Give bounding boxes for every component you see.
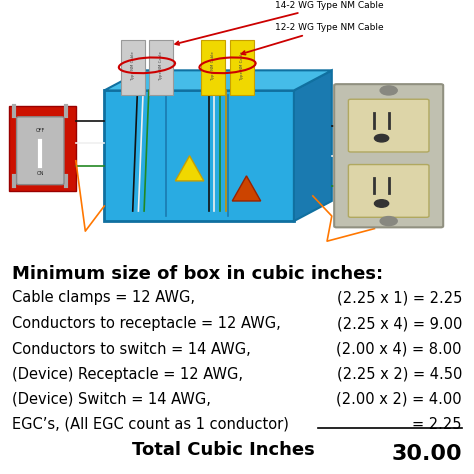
Bar — [149, 40, 173, 95]
Text: (Device) Switch = 14 AWG,: (Device) Switch = 14 AWG, — [12, 392, 211, 407]
Text: (Device) Receptacle = 12 AWG,: (Device) Receptacle = 12 AWG, — [12, 366, 243, 382]
Text: OFF: OFF — [36, 128, 45, 133]
Bar — [9, 106, 76, 191]
Text: (2.00 x 2) = 4.00: (2.00 x 2) = 4.00 — [337, 392, 462, 407]
Text: Total Cubic Inches: Total Cubic Inches — [132, 441, 315, 459]
Text: Type NM Cable: Type NM Cable — [159, 51, 163, 80]
Polygon shape — [175, 156, 204, 181]
Bar — [230, 40, 254, 95]
Text: ON: ON — [36, 171, 44, 176]
Bar — [104, 91, 294, 221]
FancyBboxPatch shape — [348, 164, 429, 217]
Text: (2.00 x 4) = 8.00: (2.00 x 4) = 8.00 — [337, 342, 462, 356]
Text: (2.25 x 4) = 9.00: (2.25 x 4) = 9.00 — [337, 317, 462, 331]
Text: 30.00: 30.00 — [392, 444, 462, 464]
Text: Conductors to switch = 14 AWG,: Conductors to switch = 14 AWG, — [12, 342, 251, 356]
Text: Minimum size of box in cubic inches:: Minimum size of box in cubic inches: — [12, 265, 383, 283]
Text: EGC’s, (All EGC count as 1 conductor): EGC’s, (All EGC count as 1 conductor) — [12, 417, 289, 432]
Text: 12-2 WG Type NM Cable: 12-2 WG Type NM Cable — [242, 23, 383, 55]
Polygon shape — [232, 176, 261, 201]
Polygon shape — [294, 70, 332, 221]
Circle shape — [374, 200, 389, 207]
Circle shape — [380, 86, 397, 95]
FancyBboxPatch shape — [348, 99, 429, 152]
Circle shape — [380, 217, 397, 226]
FancyBboxPatch shape — [334, 84, 443, 228]
Circle shape — [374, 135, 389, 142]
Text: = 2.25: = 2.25 — [412, 417, 462, 432]
Text: Type NM Cable: Type NM Cable — [131, 51, 135, 80]
Bar — [121, 40, 145, 95]
Text: 14-2 WG Type NM Cable: 14-2 WG Type NM Cable — [175, 0, 383, 45]
Bar — [201, 40, 225, 95]
Text: Type NM Cable: Type NM Cable — [240, 51, 244, 80]
FancyBboxPatch shape — [17, 117, 64, 185]
Text: (2.25 x 2) = 4.50: (2.25 x 2) = 4.50 — [337, 366, 462, 382]
Polygon shape — [104, 70, 332, 91]
Text: Cable clamps = 12 AWG,: Cable clamps = 12 AWG, — [12, 291, 195, 305]
Text: Conductors to receptacle = 12 AWG,: Conductors to receptacle = 12 AWG, — [12, 317, 281, 331]
Text: Type NM Cable: Type NM Cable — [211, 51, 215, 80]
Text: (2.25 x 1) = 2.25: (2.25 x 1) = 2.25 — [337, 291, 462, 305]
